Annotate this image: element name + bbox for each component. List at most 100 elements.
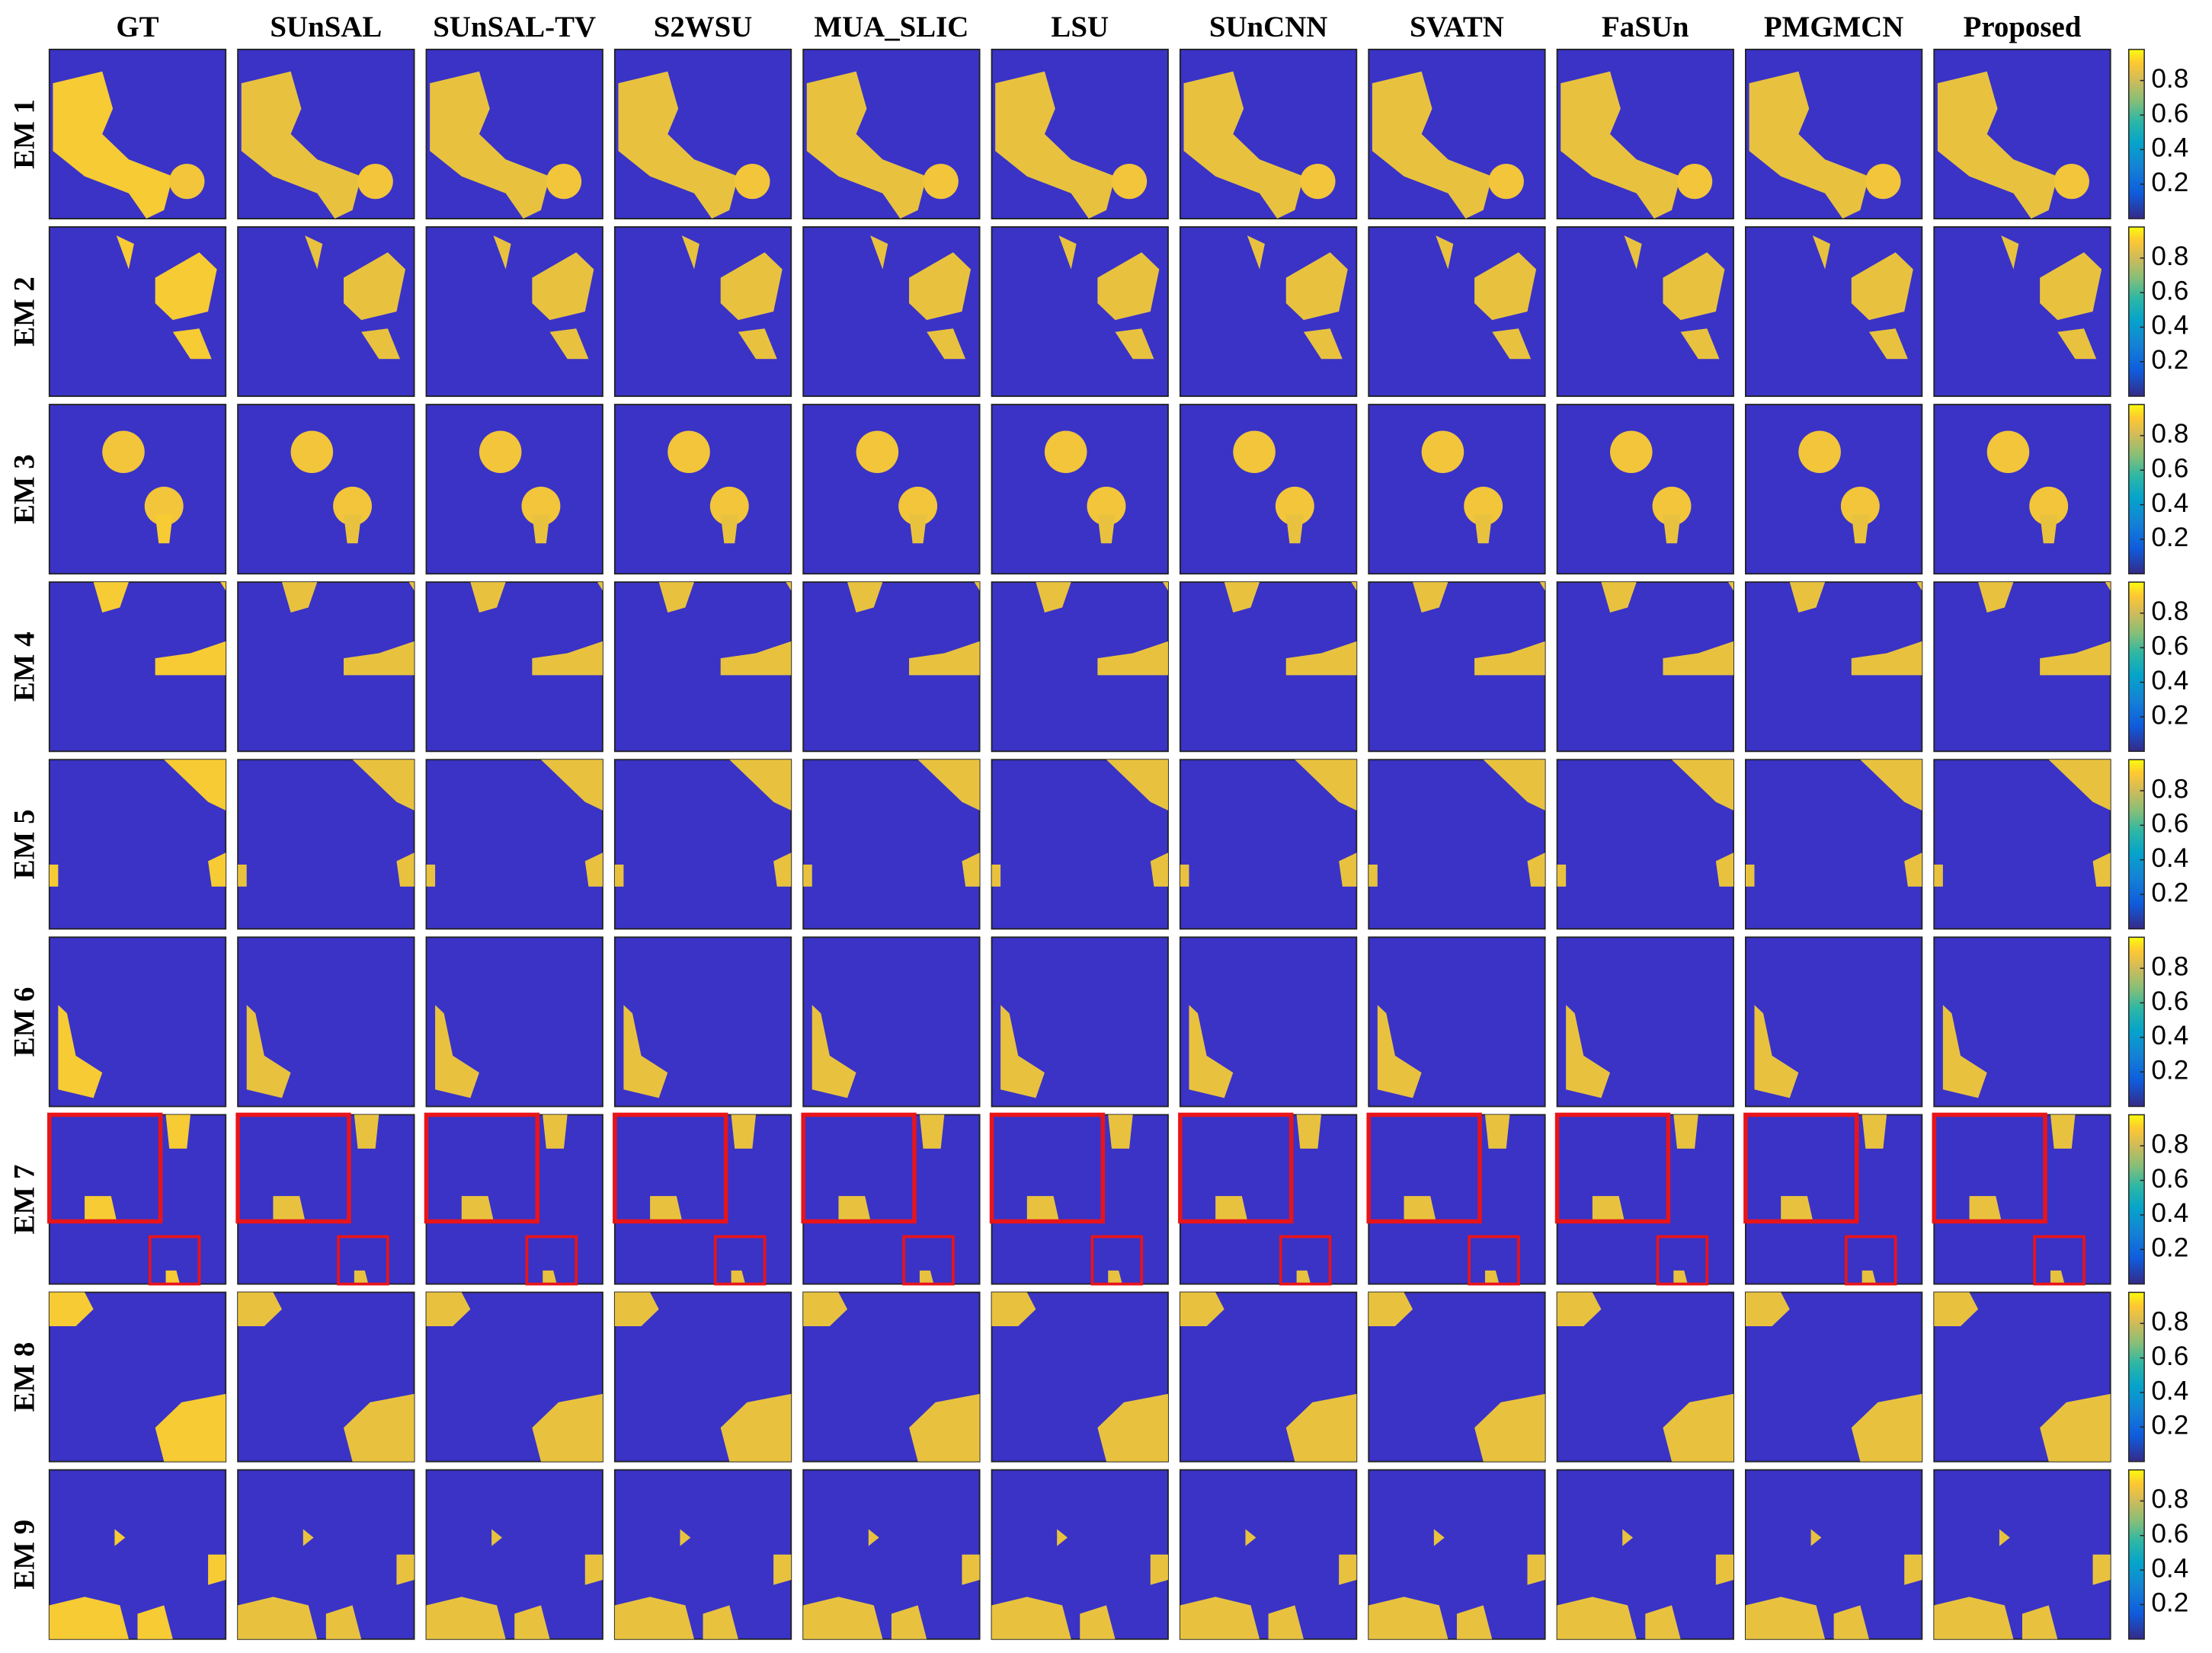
map-region — [1000, 1005, 1045, 1098]
map-region — [1645, 1605, 1681, 1639]
abundance-map — [1556, 759, 1734, 930]
abundance-map — [802, 404, 981, 575]
map-region — [2040, 1393, 2111, 1462]
zoom-box — [1468, 1235, 1520, 1286]
colorbar-tick-label: 0.4 — [2151, 311, 2188, 341]
zoom-box — [1279, 1235, 1332, 1286]
map-region — [2001, 235, 2019, 270]
map-region — [2054, 164, 2089, 200]
map-region — [1812, 235, 1831, 270]
map-region — [102, 430, 145, 474]
zoom-inset — [1932, 1112, 2047, 1224]
map-region — [1810, 1529, 1822, 1546]
map-region — [470, 582, 506, 613]
map-region — [870, 235, 888, 270]
abundance-map — [425, 404, 603, 575]
map-region — [1097, 514, 1116, 544]
map-region — [667, 430, 710, 474]
abundance-map — [1745, 936, 1923, 1108]
column-header: PMGMCN — [1764, 11, 1903, 43]
map-region — [532, 1393, 603, 1462]
abundance-map — [237, 936, 415, 1108]
abundance-map — [1368, 581, 1546, 753]
abundance-map — [613, 226, 792, 398]
abundance-map — [424, 1112, 603, 1286]
abundance-map — [48, 226, 227, 398]
map-region — [1715, 1554, 1734, 1585]
abundance-map — [1743, 1112, 1923, 1286]
abundance-map — [1932, 1112, 2111, 1286]
colorbar — [2128, 759, 2145, 930]
colorbar-tick-label: 0.4 — [2151, 843, 2188, 873]
map-region — [2022, 1605, 2058, 1639]
abundance-map — [235, 1112, 415, 1286]
map-region — [1372, 71, 1493, 219]
row-label: EM 9 — [8, 1520, 40, 1590]
zoom-box — [1656, 1235, 1709, 1286]
abundance-map — [1933, 48, 2111, 219]
map-background — [237, 404, 415, 575]
map-region — [731, 1114, 756, 1149]
zoom-box — [1844, 1235, 1897, 1286]
map-region — [584, 852, 603, 887]
map-region — [1180, 1292, 1224, 1326]
abundance-map — [802, 1291, 981, 1463]
map-region — [1474, 252, 1537, 321]
column-header: FaSUn — [1602, 11, 1689, 43]
abundance-map — [237, 1469, 415, 1640]
map-region — [1285, 641, 1357, 676]
map-region — [1861, 1270, 1877, 1284]
colorbar-tick-label: 0.2 — [2151, 1055, 2188, 1085]
map-region — [1942, 1005, 1987, 1098]
map-region — [1680, 328, 1720, 360]
map-region — [1474, 514, 1493, 544]
map-region — [1106, 759, 1168, 811]
map-region — [165, 1114, 190, 1149]
map-region — [1833, 1605, 1869, 1639]
map-region — [1215, 1196, 1247, 1220]
map-region — [1934, 1597, 2014, 1639]
map-region — [238, 1597, 318, 1639]
colorbar-tick-label: 0.6 — [2151, 631, 2188, 661]
map-region — [2057, 328, 2097, 360]
map-region — [543, 1114, 568, 1149]
map-region — [868, 1529, 879, 1546]
zoom-inset — [235, 1112, 351, 1224]
map-region — [891, 1605, 927, 1639]
map-region — [461, 1196, 494, 1220]
map-region — [1483, 759, 1545, 811]
colorbar-tick-label: 0.4 — [2151, 1198, 2188, 1228]
abundance-map — [1368, 1469, 1546, 1640]
abundance-map — [1933, 936, 2111, 1108]
map-region — [1673, 1270, 1688, 1284]
colorbar-tick-label: 0.4 — [2151, 1021, 2188, 1050]
map-region — [898, 486, 938, 526]
zoom-inset — [1366, 1112, 1482, 1224]
colorbar — [2128, 404, 2145, 574]
map-region — [1474, 1393, 1545, 1462]
map-region — [1557, 1597, 1637, 1639]
map-region — [58, 1005, 103, 1098]
abundance-map — [613, 1112, 792, 1286]
map-region — [2050, 1114, 2076, 1149]
map-region — [344, 514, 362, 544]
abundance-map — [991, 404, 1169, 575]
map-region — [208, 852, 226, 887]
abundance-map — [1556, 48, 1734, 219]
map-region — [803, 1597, 883, 1639]
map-region — [325, 1605, 362, 1639]
map-region — [614, 1597, 694, 1639]
colorbar-tick-label: 0.6 — [2151, 1341, 2188, 1371]
map-region — [1474, 641, 1545, 676]
abundance-map — [237, 48, 415, 219]
map-region — [532, 641, 603, 676]
map-region — [1934, 1292, 1979, 1326]
map-region — [408, 582, 415, 591]
map-region — [144, 486, 184, 526]
map-region — [521, 486, 561, 526]
abundance-map — [991, 48, 1169, 219]
map-region — [909, 1393, 980, 1462]
map-region — [584, 1554, 603, 1585]
map-region — [172, 328, 212, 360]
